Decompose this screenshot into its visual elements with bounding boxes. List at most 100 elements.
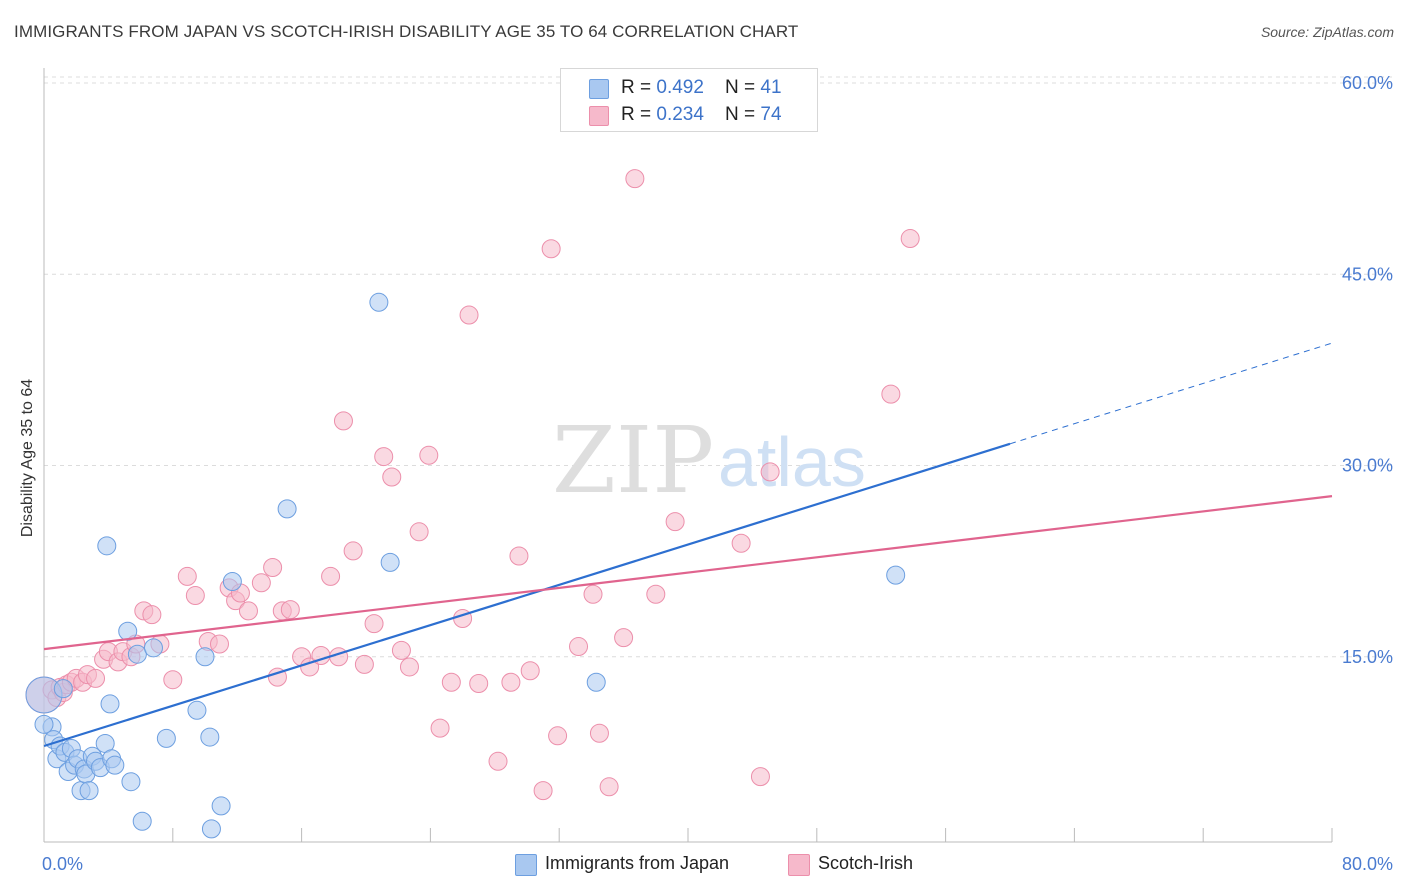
scotch-irish-point: [263, 558, 283, 577]
japan-point: [211, 796, 231, 816]
scotch-irish-point: [881, 384, 901, 404]
japan-point: [34, 714, 54, 734]
x-tick-label: 0.0%: [42, 854, 83, 874]
scotch-irish-point: [280, 600, 300, 620]
japan-point: [586, 672, 606, 692]
scotch-irish-point: [469, 674, 489, 694]
legend-r-label: R =: [621, 104, 657, 125]
scotch-irish-point: [459, 305, 479, 325]
scotch-irish-point: [900, 229, 920, 249]
scotch-irish-point: [665, 512, 685, 532]
watermark: ZIP atlas: [552, 407, 866, 514]
y-tick-label: 45.0%: [1342, 264, 1393, 284]
japan-point: [222, 572, 242, 592]
scotch-irish-point: [185, 586, 205, 606]
scotch-irish-point: [589, 723, 609, 743]
japan-points: [25, 292, 906, 839]
scotch-irish-point: [382, 467, 402, 487]
bottom-legend-label: Immigrants from Japan: [545, 853, 730, 873]
japan-point: [132, 811, 152, 831]
japan-trendline-extension: [1009, 342, 1333, 445]
japan-point: [195, 647, 215, 667]
scotch-irish-point: [238, 601, 258, 621]
scotch-irish-point: [441, 672, 461, 692]
japan-point: [277, 499, 297, 519]
legend-swatch-blue: [589, 79, 609, 99]
watermark-zip: ZIP: [552, 407, 714, 514]
scotch-irish-trendline: [43, 495, 1333, 651]
japan-point: [156, 728, 176, 748]
japan-point: [886, 565, 906, 585]
legend-n-value: 74: [760, 104, 782, 125]
scotch-irish-point: [501, 672, 521, 692]
legend-n-value: 41: [760, 77, 782, 98]
legend-r-value: 0.234: [656, 104, 704, 125]
japan-point: [143, 638, 163, 658]
scotch-irish-point: [625, 169, 645, 189]
scotch-irish-point: [583, 584, 603, 604]
scotch-irish-point: [321, 566, 341, 586]
x-tick-labels: 0.0% 80.0%: [42, 854, 1393, 874]
japan-point: [200, 727, 220, 747]
legend-n-label: N =: [725, 77, 761, 98]
scotch-irish-point: [364, 614, 384, 634]
bottom-legend-label: Scotch-Irish: [818, 853, 914, 873]
watermark-atlas: atlas: [718, 423, 866, 501]
japan-point: [121, 772, 141, 792]
bottom-legend-swatch-pink: [788, 854, 810, 876]
japan-point: [53, 679, 73, 699]
scotch-irish-point: [533, 781, 553, 801]
legend-r-value: 0.492: [656, 77, 704, 98]
japan-point: [369, 292, 389, 312]
y-tick-label: 60.0%: [1342, 73, 1393, 93]
y-tick-label: 15.0%: [1342, 647, 1393, 667]
scotch-irish-point: [599, 777, 619, 797]
scotch-irish-point: [520, 661, 540, 681]
japan-point: [79, 781, 99, 801]
legend-n-label: N =: [725, 104, 761, 125]
legend-r-label: R =: [621, 77, 657, 98]
scotch-irish-point: [614, 628, 634, 648]
x-tick-label: 80.0%: [1342, 854, 1393, 874]
japan-point: [187, 700, 207, 720]
japan-point: [97, 536, 117, 556]
scotch-irish-point: [86, 668, 106, 688]
scotch-irish-point: [409, 522, 429, 542]
japan-point: [100, 694, 120, 714]
scotch-irish-point: [541, 239, 561, 259]
scotch-irish-point: [251, 573, 271, 593]
japan-point: [127, 644, 147, 664]
source-label: Source: ZipAtlas.com: [1260, 24, 1394, 40]
scotch-irish-point: [430, 718, 450, 738]
scotch-irish-point: [548, 726, 568, 746]
scotch-irish-point: [750, 767, 770, 787]
scotch-irish-point: [374, 447, 394, 467]
scotch-irish-point: [399, 657, 419, 677]
scotch-irish-point: [354, 654, 374, 674]
y-tick-labels: 15.0% 30.0% 45.0% 60.0%: [1342, 73, 1393, 667]
trendlines: [43, 342, 1333, 748]
scotch-irish-point: [333, 411, 353, 431]
legend-swatch-pink: [589, 106, 609, 126]
japan-trendline: [43, 442, 1011, 748]
scotch-irish-point: [343, 541, 363, 561]
scotch-irish-point: [163, 670, 183, 690]
scotch-irish-point: [142, 605, 162, 625]
bottom-legend-swatch-blue: [515, 854, 537, 876]
scotch-irish-point: [391, 640, 411, 660]
scotch-irish-point: [569, 637, 589, 657]
scotch-irish-point: [760, 462, 780, 482]
scotch-irish-point: [488, 751, 508, 771]
scotch-irish-point: [509, 546, 529, 566]
chart-title: IMMIGRANTS FROM JAPAN VS SCOTCH-IRISH DI…: [14, 22, 799, 41]
y-tick-label: 30.0%: [1342, 456, 1393, 476]
scotch-irish-point: [177, 566, 197, 586]
scotch-irish-point: [646, 584, 666, 604]
scotch-irish-point: [209, 634, 229, 654]
axes: [43, 68, 1333, 843]
scotch-irish-point: [731, 533, 751, 553]
japan-point: [105, 755, 125, 775]
japan-point: [380, 552, 400, 572]
legend: R = 0.492 N = 41 R = 0.234 N = 74: [560, 68, 818, 132]
